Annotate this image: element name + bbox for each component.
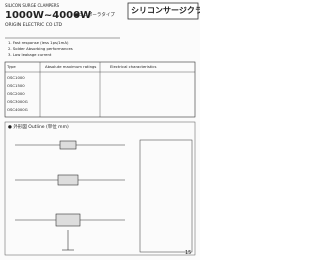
type-jp: ●ユニポーラタイプ bbox=[75, 13, 115, 18]
title-box bbox=[127, 2, 199, 20]
title: 1000W~4000W bbox=[5, 10, 92, 21]
table-row-label: OSC4000G bbox=[7, 107, 28, 112]
table-header: Electrical characteristics bbox=[110, 64, 157, 69]
maker: ORIGIN ELECTRIC CO LTD bbox=[5, 23, 62, 28]
feature: 1. Fast response (less 1ps/1mA) bbox=[8, 40, 69, 45]
feature: 3. Low leakage current bbox=[8, 52, 52, 57]
feature: 2. Solder Absorbing performances bbox=[8, 46, 73, 51]
table-row-label: OSC2000 bbox=[7, 91, 25, 96]
layout bbox=[4, 2, 199, 256]
datasheet-page: SILICON SURGE CLAMPERS シリコンサージクランパ 1000W~4… bbox=[4, 2, 200, 256]
outline-drawings bbox=[15, 140, 125, 251]
table-row-label: OSC1500 bbox=[7, 83, 25, 88]
outline-title: ● 外形図 Outline (単位 mm) bbox=[8, 125, 69, 130]
page-number: 15 bbox=[185, 250, 192, 256]
outline-frame bbox=[4, 121, 196, 256]
table-row-label: OSC3000G bbox=[7, 99, 28, 104]
title-jp: シリコンサージクランパ bbox=[131, 6, 200, 15]
table-header: Absolute maximum ratings bbox=[45, 64, 97, 69]
category: SILICON SURGE CLAMPERS bbox=[5, 3, 60, 8]
part-list-frame bbox=[139, 139, 193, 253]
table-row-label: OSC1000 bbox=[7, 75, 25, 80]
table-header: Type bbox=[7, 64, 16, 69]
